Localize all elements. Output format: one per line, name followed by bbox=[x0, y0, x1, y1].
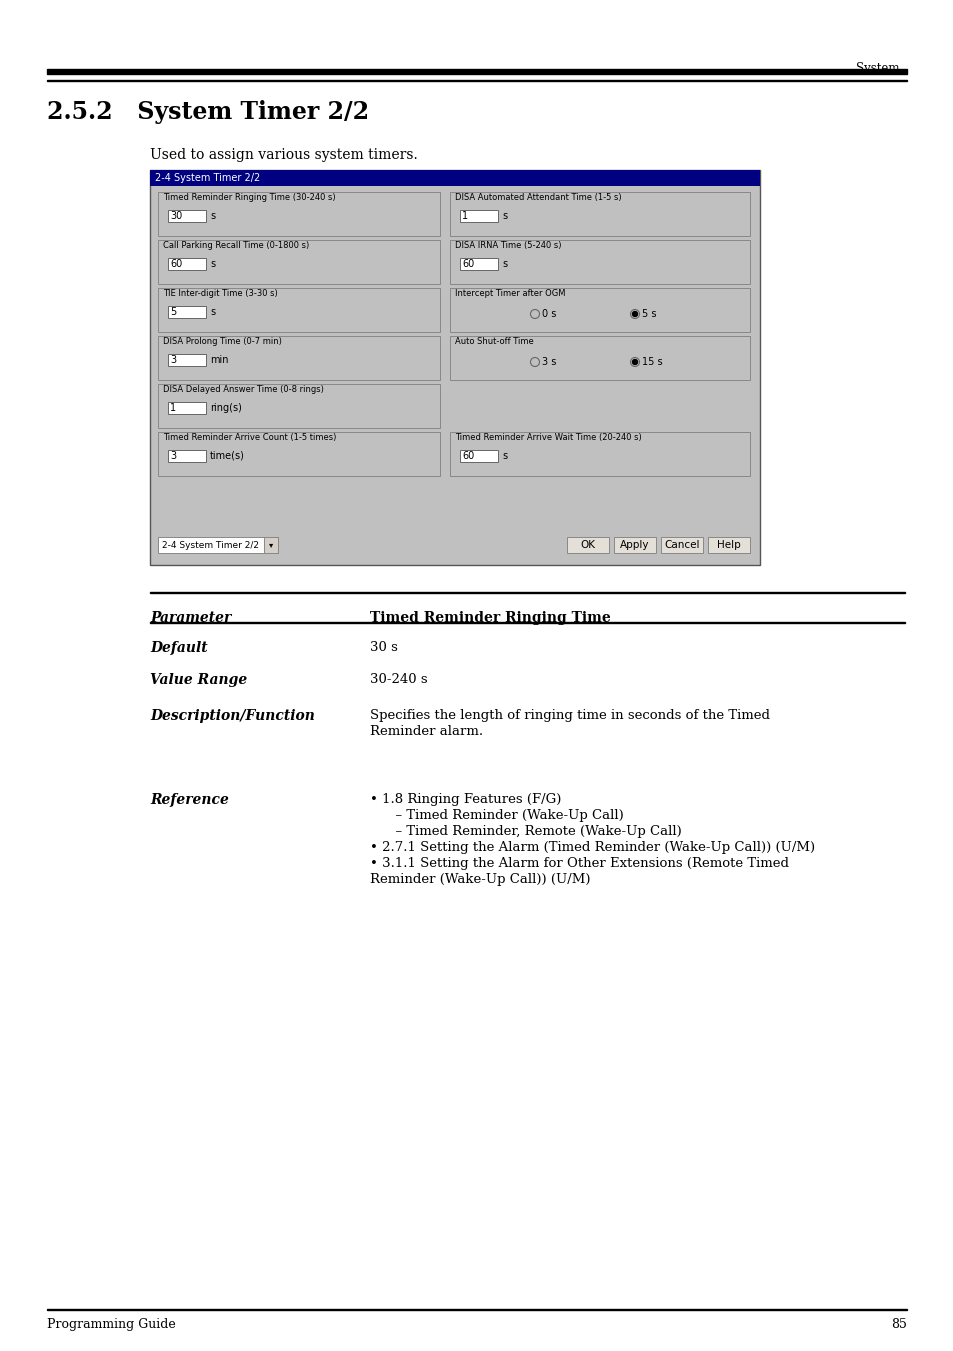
Text: 1: 1 bbox=[170, 403, 176, 413]
Bar bbox=[459, 258, 497, 270]
Text: 0 s: 0 s bbox=[541, 309, 556, 319]
Text: ▾: ▾ bbox=[269, 540, 273, 550]
Bar bbox=[168, 450, 206, 462]
Text: 85: 85 bbox=[890, 1319, 906, 1331]
Text: 60: 60 bbox=[170, 259, 182, 269]
Bar bbox=[168, 403, 206, 413]
Text: s: s bbox=[210, 211, 214, 222]
Text: 30 s: 30 s bbox=[370, 640, 397, 654]
Text: 2.5.2   System Timer 2/2: 2.5.2 System Timer 2/2 bbox=[47, 100, 369, 124]
Bar bbox=[158, 192, 439, 236]
Text: Timed Reminder Ringing Time: Timed Reminder Ringing Time bbox=[370, 611, 610, 626]
Text: 3: 3 bbox=[170, 355, 176, 365]
Bar bbox=[47, 80, 906, 81]
Circle shape bbox=[632, 312, 637, 316]
Bar bbox=[660, 536, 702, 553]
Bar bbox=[614, 536, 656, 553]
Text: Reminder alarm.: Reminder alarm. bbox=[370, 725, 482, 738]
Bar bbox=[450, 288, 749, 332]
Text: Help: Help bbox=[717, 540, 740, 550]
Text: 1: 1 bbox=[461, 211, 468, 222]
Text: Call Parking Recall Time (0-1800 s): Call Parking Recall Time (0-1800 s) bbox=[163, 240, 309, 250]
Text: Timed Reminder Arrive Wait Time (20-240 s): Timed Reminder Arrive Wait Time (20-240 … bbox=[455, 434, 641, 442]
Bar bbox=[150, 170, 760, 565]
Text: 60: 60 bbox=[461, 451, 474, 461]
Text: Specifies the length of ringing time in seconds of the Timed: Specifies the length of ringing time in … bbox=[370, 709, 769, 721]
Text: Cancel: Cancel bbox=[663, 540, 699, 550]
Text: 2-4 System Timer 2/2: 2-4 System Timer 2/2 bbox=[154, 173, 260, 182]
Text: Reminder (Wake-Up Call)) (U/M): Reminder (Wake-Up Call)) (U/M) bbox=[370, 873, 590, 886]
Text: Parameter: Parameter bbox=[150, 611, 231, 626]
Bar bbox=[158, 288, 439, 332]
Bar bbox=[168, 258, 206, 270]
Text: min: min bbox=[210, 355, 229, 365]
Bar bbox=[150, 170, 760, 186]
Text: • 2.7.1 Setting the Alarm (Timed Reminder (Wake-Up Call)) (U/M): • 2.7.1 Setting the Alarm (Timed Reminde… bbox=[370, 842, 814, 854]
Text: 15 s: 15 s bbox=[641, 357, 662, 367]
Text: Default: Default bbox=[150, 640, 208, 655]
Text: • 1.8 Ringing Features (F/G): • 1.8 Ringing Features (F/G) bbox=[370, 793, 560, 807]
Bar bbox=[450, 432, 749, 476]
Bar bbox=[450, 240, 749, 284]
Text: 2-4 System Timer 2/2: 2-4 System Timer 2/2 bbox=[162, 540, 258, 550]
Text: time(s): time(s) bbox=[210, 451, 245, 461]
Text: Apply: Apply bbox=[619, 540, 649, 550]
Text: ring(s): ring(s) bbox=[210, 403, 242, 413]
Bar bbox=[158, 384, 439, 428]
Circle shape bbox=[632, 359, 637, 365]
Text: s: s bbox=[501, 259, 507, 269]
Bar bbox=[450, 336, 749, 380]
Bar bbox=[168, 305, 206, 317]
Text: 30-240 s: 30-240 s bbox=[370, 673, 427, 686]
Text: 60: 60 bbox=[461, 259, 474, 269]
Text: 5 s: 5 s bbox=[641, 309, 656, 319]
Text: s: s bbox=[501, 211, 507, 222]
Bar bbox=[158, 336, 439, 380]
Bar bbox=[47, 69, 906, 74]
Text: Reference: Reference bbox=[150, 793, 229, 807]
Text: – Timed Reminder (Wake-Up Call): – Timed Reminder (Wake-Up Call) bbox=[370, 809, 623, 821]
Bar bbox=[168, 354, 206, 366]
Text: Programming Guide: Programming Guide bbox=[47, 1319, 175, 1331]
Bar bbox=[450, 192, 749, 236]
Text: Used to assign various system timers.: Used to assign various system timers. bbox=[150, 149, 417, 162]
Bar bbox=[158, 432, 439, 476]
Text: Auto Shut-off Time: Auto Shut-off Time bbox=[455, 336, 533, 346]
Text: Timed Reminder Arrive Count (1-5 times): Timed Reminder Arrive Count (1-5 times) bbox=[163, 434, 336, 442]
Bar bbox=[459, 209, 497, 222]
Text: s: s bbox=[210, 259, 214, 269]
Text: OK: OK bbox=[579, 540, 595, 550]
Text: 3 s: 3 s bbox=[541, 357, 556, 367]
Text: TIE Inter-digit Time (3-30 s): TIE Inter-digit Time (3-30 s) bbox=[163, 289, 277, 299]
Text: DISA Prolong Time (0-7 min): DISA Prolong Time (0-7 min) bbox=[163, 336, 281, 346]
Bar bbox=[158, 240, 439, 284]
Text: Intercept Timer after OGM: Intercept Timer after OGM bbox=[455, 289, 565, 299]
Text: System: System bbox=[856, 62, 899, 76]
Text: DISA IRNA Time (5-240 s): DISA IRNA Time (5-240 s) bbox=[455, 240, 561, 250]
Text: 30: 30 bbox=[170, 211, 182, 222]
Bar bbox=[459, 450, 497, 462]
Text: Description/Function: Description/Function bbox=[150, 709, 314, 723]
Bar bbox=[158, 536, 277, 553]
Text: s: s bbox=[501, 451, 507, 461]
Text: Value Range: Value Range bbox=[150, 673, 247, 688]
Text: – Timed Reminder, Remote (Wake-Up Call): – Timed Reminder, Remote (Wake-Up Call) bbox=[370, 825, 681, 838]
Text: DISA Automated Attendant Time (1-5 s): DISA Automated Attendant Time (1-5 s) bbox=[455, 193, 621, 203]
Text: Timed Reminder Ringing Time (30-240 s): Timed Reminder Ringing Time (30-240 s) bbox=[163, 193, 335, 203]
Text: 5: 5 bbox=[170, 307, 176, 317]
Bar bbox=[168, 209, 206, 222]
Bar bbox=[707, 536, 749, 553]
Text: 3: 3 bbox=[170, 451, 176, 461]
Bar bbox=[150, 592, 904, 593]
Text: • 3.1.1 Setting the Alarm for Other Extensions (Remote Timed: • 3.1.1 Setting the Alarm for Other Exte… bbox=[370, 857, 788, 870]
Bar bbox=[264, 536, 277, 553]
Text: DISA Delayed Answer Time (0-8 rings): DISA Delayed Answer Time (0-8 rings) bbox=[163, 385, 323, 394]
Text: s: s bbox=[210, 307, 214, 317]
Bar bbox=[566, 536, 608, 553]
